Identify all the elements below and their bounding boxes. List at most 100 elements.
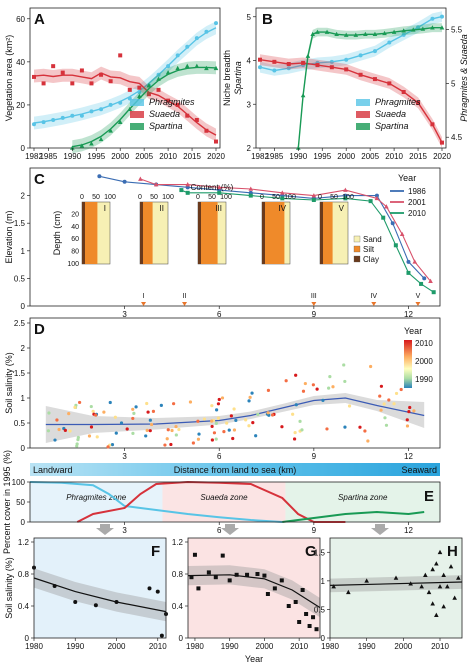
panel-g-point <box>286 604 291 608</box>
panel-c-site-marker <box>371 302 377 306</box>
panel-d-point <box>132 411 136 415</box>
panel-b-point <box>401 28 406 33</box>
panel-c-x-tick-label: 6 <box>217 310 222 319</box>
panel-b-point <box>430 25 435 30</box>
panel-d-point <box>369 364 373 369</box>
panel-c-site-label: I <box>143 293 145 300</box>
panel-b-point <box>358 72 363 77</box>
panel-c-site-marker <box>311 302 317 306</box>
panel-c-point <box>343 187 348 192</box>
panel-d-point <box>63 428 67 432</box>
panel-b-ci-band <box>260 54 442 148</box>
panel-b-x-tick-label: 2000 <box>337 152 355 161</box>
panel-c-point <box>384 204 389 209</box>
panel-c-y-tick-label: 0 <box>21 302 26 311</box>
panel-h-x-tick-label: 1980 <box>321 642 339 651</box>
panel-h-point <box>423 572 428 577</box>
panel-f-y-tick-label: 0.4 <box>18 602 30 611</box>
panel-c-soil-legend-entry: Silt <box>363 245 375 254</box>
panel-c-legend-entry: 2010 <box>408 209 426 218</box>
panel-d-point <box>387 398 391 402</box>
panel-d-point <box>294 403 298 407</box>
panel-e-title: Distance from land to sea (km) <box>174 465 297 475</box>
panel-d-point <box>108 400 112 405</box>
panel-b-x-tick-label: 1985 <box>265 152 283 161</box>
panel-d-point <box>256 412 260 416</box>
panel-b-legend-entry: Suaeda <box>375 109 406 119</box>
panel-d-point <box>232 428 237 432</box>
panel-c-point <box>368 199 373 204</box>
panel-b-point <box>286 62 291 66</box>
panel-e-seaward-label: Seaward <box>401 465 437 475</box>
panel-g-point <box>213 575 218 580</box>
panel-g-point <box>220 553 225 558</box>
panel-d-point <box>294 373 298 377</box>
panel-b-point <box>334 31 339 37</box>
panel-a-point <box>89 109 94 114</box>
panel-f-background <box>34 538 166 638</box>
panel-a-point <box>204 128 209 133</box>
panel-d-point <box>188 400 193 404</box>
panel-a-point <box>146 83 152 88</box>
panel-a-x-tick-label: 1990 <box>63 152 81 161</box>
panel-f-point <box>147 586 152 591</box>
panel-c-content-tick: 50 <box>208 194 216 201</box>
panel-d-point <box>298 419 302 423</box>
panel-c-point <box>217 190 222 195</box>
panel-f-y-tick-label: 0 <box>25 634 30 643</box>
panel-d-point <box>383 416 387 420</box>
panel-b-point <box>310 31 315 37</box>
panel-h-fit-line <box>329 581 463 586</box>
panel-c-point <box>248 193 253 198</box>
panel-b-point <box>286 66 291 71</box>
panel-e-down-arrow <box>96 524 114 535</box>
panel-d-point <box>131 407 135 411</box>
panel-g-letter: G <box>305 543 317 560</box>
panel-c-profile-silt <box>198 202 218 264</box>
panel-b-x-tick-label: 2015 <box>409 152 427 161</box>
panel-c-point <box>97 174 102 179</box>
panel-c-point <box>428 278 433 283</box>
panel-d-point <box>163 443 167 447</box>
panel-h-point <box>437 549 443 555</box>
panel-d-point <box>248 395 252 399</box>
panel-h-x-tick-label: 2010 <box>431 642 449 651</box>
panel-d-point <box>191 441 195 445</box>
panel-h-x-tick-label: 2000 <box>394 642 412 651</box>
panel-d-point <box>210 404 214 408</box>
panel-g-fit-line <box>187 574 321 609</box>
panel-d-point <box>379 408 383 412</box>
panel-b-point <box>315 29 320 34</box>
panel-c-soil-legend-entry: Sand <box>363 235 382 244</box>
panel-a-point <box>70 81 75 86</box>
panel-c-soil-legend-swatch <box>353 255 361 263</box>
panel-g-x-tick-label: 2010 <box>290 642 308 651</box>
panel-d-point <box>87 434 92 438</box>
panel-c-x-tick-label: 12 <box>404 310 413 319</box>
panel-f-x-tick-label: 1990 <box>66 642 84 651</box>
panel-d-point <box>254 434 258 438</box>
panel-c-point <box>185 190 190 195</box>
panel-b-point <box>363 31 368 37</box>
panel-d-legend-tick: 1990 <box>415 375 433 384</box>
panel-d-point <box>394 391 399 396</box>
panel-b-y2-tick-label: 4.5 <box>451 133 463 142</box>
panel-d-point <box>174 433 178 437</box>
panel-d-point <box>366 439 370 443</box>
panel-d-point <box>67 412 71 416</box>
panel-d-point <box>47 411 51 415</box>
panel-f-point <box>155 589 160 594</box>
panel-d-frame <box>29 317 441 449</box>
panel-a-point <box>166 64 171 69</box>
panel-d-y-tick-label: 1 <box>21 394 26 403</box>
panel-d-point <box>407 410 411 414</box>
panel-c-point <box>343 196 348 201</box>
panel-d-point <box>343 425 347 429</box>
panel-b-y2-tick-label: 5.5 <box>451 26 463 35</box>
panel-c-profile-label: III <box>215 204 222 213</box>
panel-f-point <box>73 600 78 604</box>
panel-c-letter: C <box>34 171 45 188</box>
panel-g-y-tick-label: 1.2 <box>172 538 184 547</box>
panel-a-y-tick-label: 60 <box>16 15 25 24</box>
panel-a-point <box>70 113 75 118</box>
